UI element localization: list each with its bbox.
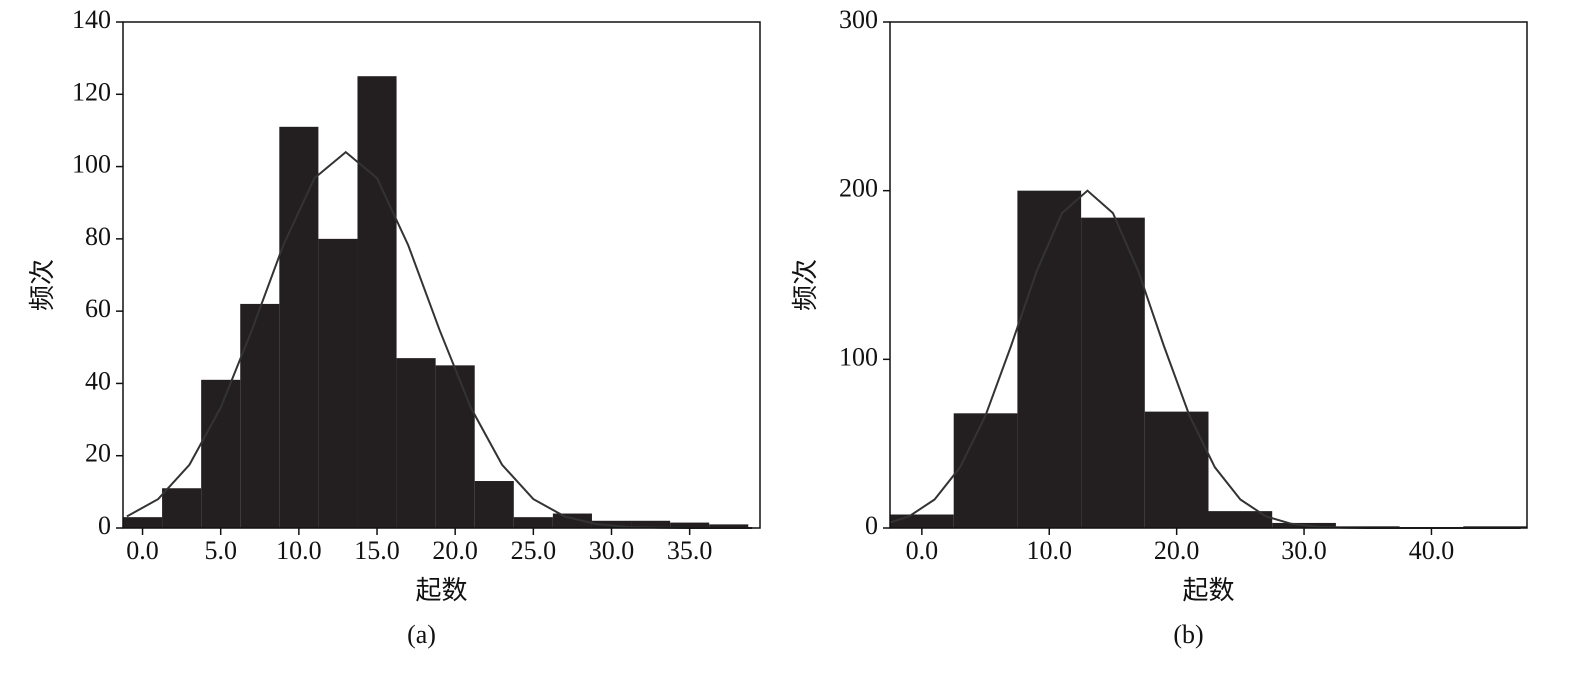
y-axis-label: 频次 bbox=[791, 259, 820, 311]
y-tick-label: 0 bbox=[865, 511, 878, 540]
x-tick-label: 15.0 bbox=[354, 536, 400, 565]
y-tick-label: 40 bbox=[85, 366, 111, 395]
y-tick-label: 100 bbox=[72, 150, 111, 179]
y-tick-label: 300 bbox=[839, 5, 878, 34]
bar bbox=[1144, 411, 1209, 528]
x-tick-label: 20.0 bbox=[432, 536, 478, 565]
y-tick-label: 0 bbox=[98, 511, 111, 540]
y-tick-label: 140 bbox=[72, 5, 111, 34]
y-tick-label: 20 bbox=[85, 439, 111, 468]
x-axis-label: 起数 bbox=[1182, 576, 1234, 605]
bar bbox=[201, 379, 241, 528]
bar bbox=[123, 517, 163, 528]
x-tick-label: 40.0 bbox=[1409, 536, 1455, 565]
bar bbox=[318, 238, 358, 528]
x-tick-label: 0.0 bbox=[126, 536, 159, 565]
x-tick-label: 5.0 bbox=[204, 536, 237, 565]
bar bbox=[1208, 511, 1273, 528]
x-tick-label: 25.0 bbox=[511, 536, 557, 565]
y-tick-label: 80 bbox=[85, 222, 111, 251]
bar bbox=[396, 358, 436, 528]
bar bbox=[435, 365, 475, 528]
y-tick-label: 60 bbox=[85, 294, 111, 323]
bar bbox=[240, 303, 280, 528]
bar bbox=[631, 520, 671, 528]
bar bbox=[474, 481, 514, 528]
x-tick-label: 30.0 bbox=[1281, 536, 1327, 565]
y-tick-label: 200 bbox=[839, 174, 878, 203]
x-tick-label: 20.0 bbox=[1154, 536, 1200, 565]
y-tick-label: 100 bbox=[839, 342, 878, 371]
y-axis-label: 频次 bbox=[28, 259, 57, 311]
bar bbox=[591, 520, 632, 528]
x-axis-label: 起数 bbox=[415, 576, 467, 605]
bar bbox=[1017, 190, 1082, 528]
x-tick-label: 10.0 bbox=[1027, 536, 1073, 565]
plot-frame bbox=[122, 21, 761, 529]
bar bbox=[279, 126, 319, 529]
y-tick-label: 120 bbox=[72, 77, 111, 106]
caption: (b) bbox=[1173, 620, 1203, 649]
bar bbox=[162, 488, 202, 528]
bar bbox=[709, 524, 749, 528]
bar bbox=[357, 76, 397, 528]
x-tick-label: 10.0 bbox=[276, 536, 322, 565]
bar bbox=[513, 517, 553, 528]
x-tick-label: 0.0 bbox=[906, 536, 939, 565]
plot-frame bbox=[889, 21, 1528, 529]
bar bbox=[552, 513, 592, 528]
bar bbox=[890, 514, 954, 528]
caption: (a) bbox=[407, 620, 436, 649]
bar bbox=[953, 413, 1018, 528]
bar bbox=[1081, 217, 1145, 529]
x-tick-label: 35.0 bbox=[667, 536, 713, 565]
x-tick-label: 30.0 bbox=[589, 536, 635, 565]
bar bbox=[670, 522, 710, 528]
